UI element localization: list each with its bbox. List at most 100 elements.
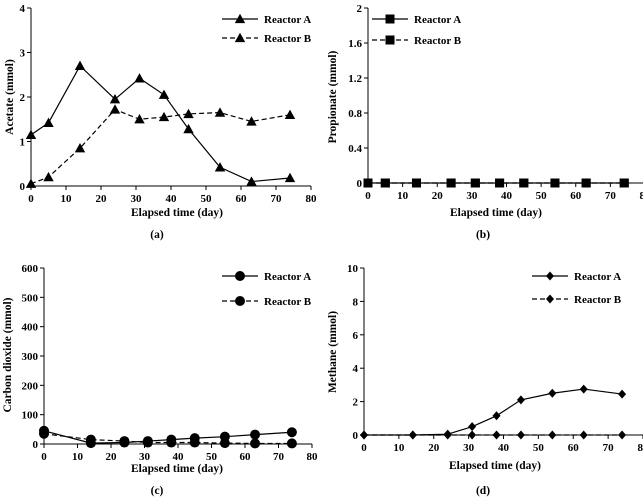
panel-c-series-reactor-b-line	[43, 433, 292, 445]
panel-c-x-tick-label: 80	[307, 451, 319, 463]
panel-b-y-tick-label: 0.8	[348, 108, 362, 120]
panel-c-x-tick-label: 40	[173, 451, 185, 463]
panel-c-reactor-b-point	[85, 434, 96, 445]
panel-b-x-tick-label: 30	[466, 190, 478, 202]
panel-c-x-tick-label: 0	[41, 451, 47, 463]
panel-c-y-tick-label: 500	[22, 292, 39, 304]
panel-d-reactor-b-point	[360, 430, 368, 440]
panel-c-legend-label-reactor-b: Reactor B	[264, 296, 312, 308]
panel-d-x-tick-label: 40	[498, 442, 510, 454]
panel-a-reactor-a-point	[134, 73, 145, 83]
panel-a-series-reactor-b-line	[30, 108, 291, 185]
panel-d-legend-label-reactor-b: Reactor B	[574, 294, 622, 306]
panel-c-x-tick-label: 20	[106, 451, 118, 463]
panel-b-x-tick-label: 70	[605, 190, 617, 202]
panel-d-x-tick-label: 0	[361, 442, 367, 454]
panel-d-y-tick-label: 8	[353, 296, 359, 308]
panel-a-reactor-b-point	[43, 171, 54, 182]
panel-d-reactor-b-point	[618, 430, 627, 440]
panel-a-x-tick-label: 0	[28, 193, 34, 205]
panel-a-reactor-b-point	[25, 178, 37, 188]
panel-c-reactor-b-point	[219, 438, 230, 449]
panel-c-y-tick-label: 100	[22, 410, 39, 422]
panel-a-reactor-a-point	[214, 162, 226, 172]
panel-c-y-tick-label: 200	[22, 380, 39, 392]
panel-c-y-tick-label: 0	[33, 439, 39, 451]
panel-d-reactor-a-point	[579, 384, 588, 394]
panel-c-reactor-b-point	[142, 437, 153, 448]
panel-a-reactor-a-point	[183, 123, 194, 134]
panel-a-reactor-b-point	[284, 109, 296, 119]
panel-b-reactor-b-point	[495, 178, 505, 188]
panel-a-acetate-chart: Acetate (mmol) Elapsed time (day) (a) 0 1…	[4, 3, 317, 241]
panel-d-reactor-b-point	[468, 430, 477, 440]
panel-d-reactor-a-point	[548, 388, 557, 398]
panel-a-legend-label-reactor-b: Reactor B	[264, 33, 312, 45]
panel-d-legend-label-reactor-a: Reactor A	[574, 271, 621, 283]
panel-d-x-tick-label: 10	[393, 442, 405, 454]
panel-b-x-tick-label: 80	[640, 190, 643, 202]
panel-a-reactor-b-point	[246, 116, 257, 126]
panel-d-xlabel: Elapsed time (day)	[449, 460, 541, 472]
panel-c-x-tick-label: 10	[72, 451, 84, 463]
panel-a-reactor-b-point	[109, 104, 121, 114]
panel-d-x-tick-label: 20	[428, 442, 440, 454]
panel-d-ylabel: Methane (mmol)	[327, 311, 339, 393]
panel-b-reactor-b-point	[446, 178, 456, 188]
panel-b-y-tick-label: 1.2	[348, 73, 362, 85]
panel-a-reactor-b-point	[158, 111, 170, 122]
panel-d-x-tick-label: 60	[568, 442, 580, 454]
panel-a-xlabel: Elapsed time (day)	[131, 207, 223, 219]
panel-a-x-tick-label: 30	[131, 193, 143, 205]
panel-d-y-tick-label: 0	[353, 430, 359, 442]
panel-b-reactor-b-point	[519, 178, 529, 188]
panel-c-y-tick-label: 600	[22, 263, 39, 275]
panel-a-reactor-a-point	[43, 117, 54, 127]
panel-a-y-tick-label: 3	[20, 48, 26, 60]
panel-c-reactor-b-point	[286, 438, 297, 449]
panel-b-y-tick-label: 0	[357, 178, 363, 190]
panel-b-reactor-b-point	[380, 178, 390, 188]
panel-a-y-tick-label: 0	[20, 181, 26, 193]
panel-b-xlabel: Elapsed time (day)	[450, 207, 542, 219]
panel-a-x-tick-label: 20	[96, 193, 108, 205]
panel-c-y-tick-label: 400	[22, 322, 39, 334]
panel-a-ylabel: Acetate (mmol)	[4, 59, 16, 135]
panel-a-reactor-a-point	[246, 176, 257, 186]
panel-b-reactor-b-point	[581, 178, 591, 188]
panel-d-y-tick-label: 10	[347, 263, 359, 275]
panel-d-legend-marker-reactor-a	[546, 271, 554, 281]
panel-d-reactor-b-point	[408, 430, 417, 440]
panel-c-x-tick-label: 70	[273, 451, 285, 463]
panel-b-y-tick-label: 0.4	[348, 143, 362, 155]
panel-d-reactor-b-point	[516, 430, 525, 440]
panel-d-x-tick-label: 30	[463, 442, 475, 454]
panel-a-x-tick-label: 10	[61, 193, 73, 205]
panel-a-reactor-b-point	[134, 114, 145, 124]
panel-d-methane-chart: Methane (mmol) Elapsed time (day) (d) 0 1…	[327, 263, 643, 497]
panel-b-reactor-b-point	[470, 178, 480, 188]
panel-b-legend-label-reactor-b: Reactor B	[414, 35, 462, 47]
panel-b-x-tick-label: 50	[536, 190, 548, 202]
panel-d-series-reactor-a-line	[364, 388, 623, 436]
panel-d-y-tick-label: 4	[353, 363, 359, 375]
panel-d-reactor-b-point	[492, 430, 501, 440]
panel-c-reactor-b-point	[39, 428, 49, 439]
panel-b-label: (b)	[476, 229, 490, 241]
panel-b-ylabel: Propionate (mmol)	[327, 50, 339, 143]
panel-a-x-tick-label: 80	[306, 193, 318, 205]
panel-b-legend-marker-reactor-b	[385, 35, 395, 45]
panel-b-reactor-b-point	[550, 178, 560, 188]
panel-b-y-tick-label: 1.6	[348, 38, 362, 50]
panel-b-x-tick-label: 10	[397, 190, 409, 202]
panel-a-y-tick-label: 4	[20, 3, 26, 15]
panel-c-x-tick-label: 30	[139, 451, 151, 463]
panel-a-x-tick-label: 40	[166, 193, 178, 205]
panel-b-x-tick-label: 0	[365, 190, 371, 202]
panel-c-xlabel: Elapsed time (day)	[131, 463, 223, 475]
panel-a-x-tick-label: 50	[201, 193, 213, 205]
panel-a-reactor-a-point	[109, 94, 121, 104]
panel-d-y-tick-label: 6	[353, 330, 359, 342]
panel-d-reactor-b-point	[443, 430, 452, 440]
